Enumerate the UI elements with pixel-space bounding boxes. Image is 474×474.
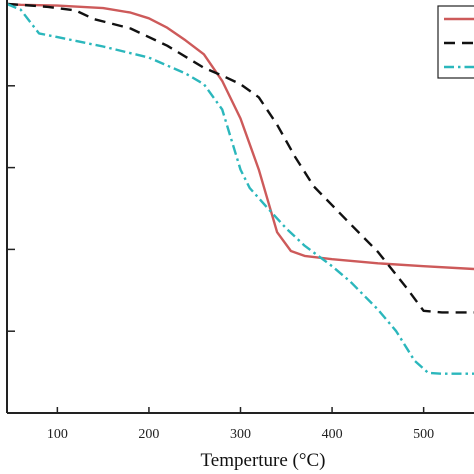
x-axis-title: Temperture (°C)	[201, 450, 326, 471]
x-tick-label: 500	[413, 427, 434, 442]
series-line-3	[6, 2, 474, 375]
x-tick-label: 400	[322, 427, 343, 442]
x-tick-label: 200	[138, 427, 159, 442]
series-line-2	[6, 2, 474, 314]
legend	[437, 5, 474, 79]
x-tick-label: 300	[230, 427, 251, 442]
axes: 100 200 300 400 500	[6, 0, 474, 442]
series-line-1	[6, 2, 474, 271]
x-tick-label: 100	[47, 427, 68, 442]
series-layer	[6, 2, 474, 375]
